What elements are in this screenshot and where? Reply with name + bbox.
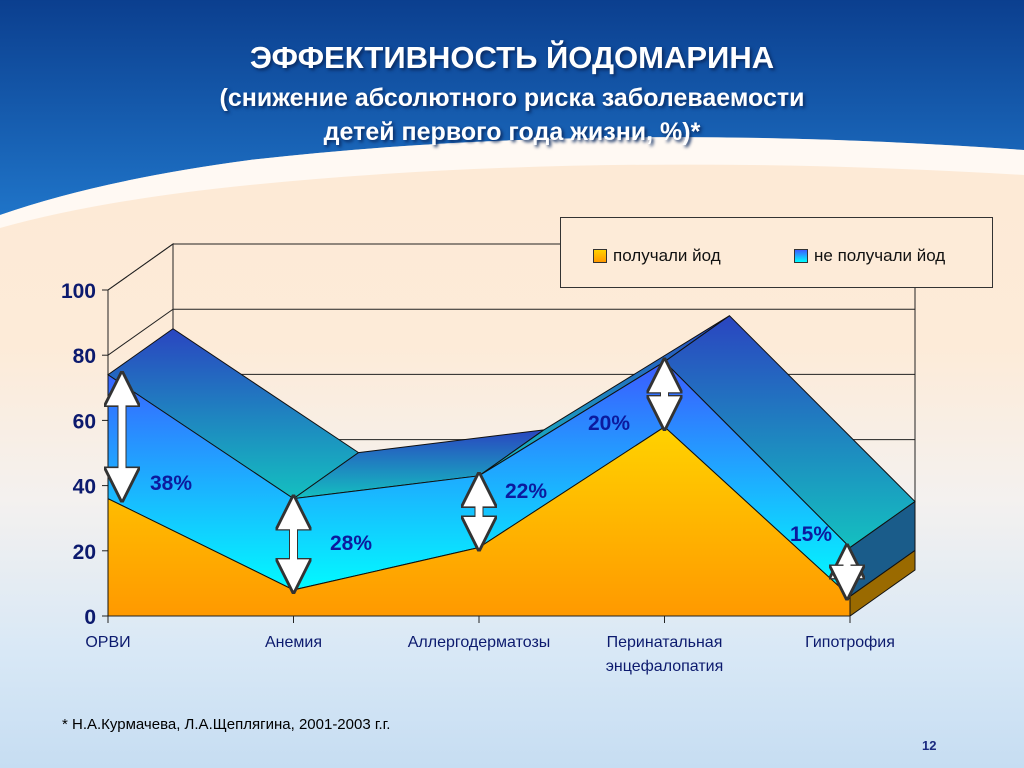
legend-label: не получали йод xyxy=(814,246,946,265)
legend-item-no-iodine: не получали йод xyxy=(794,246,945,266)
footnote: * Н.А.Курмачева, Л.А.Щеплягина, 2001-200… xyxy=(62,716,391,733)
x-tick-label: Перинатальная xyxy=(607,634,723,651)
slide-title: ЭФФЕКТИВНОСТЬ ЙОДОМАРИНА xyxy=(249,40,775,75)
y-tick-label: 40 xyxy=(73,476,96,499)
legend: получали йод не получали йод xyxy=(560,217,993,288)
series-iodine-side xyxy=(849,549,916,617)
data-label: 22% xyxy=(505,480,547,503)
slide-subtitle-1: (снижение абсолютного риска заболеваемос… xyxy=(219,84,805,112)
y-tick-label: 0 xyxy=(84,606,96,629)
legend-item-iodine: получали йод xyxy=(593,246,721,266)
data-label: 15% xyxy=(790,523,832,546)
slide-subtitle-2: детей первого года жизни, %)* xyxy=(323,118,701,146)
y-tick-label: 60 xyxy=(73,410,96,433)
x-tick-label: ОРВИ xyxy=(85,634,130,651)
y-tick-label: 100 xyxy=(61,280,96,303)
x-tick-label: Гипотрофия xyxy=(805,634,895,651)
legend-label: получали йод xyxy=(613,246,721,265)
gridline xyxy=(107,308,915,356)
header-background xyxy=(0,0,1024,228)
data-label: 38% xyxy=(150,472,192,495)
y-tick-label: 80 xyxy=(73,345,96,368)
legend-swatch xyxy=(593,249,607,263)
data-label: 28% xyxy=(330,532,372,555)
data-label: 20% xyxy=(588,412,630,435)
legend-swatch xyxy=(794,249,808,263)
x-tick-label: энцефалопатия xyxy=(606,658,724,675)
x-tick-label: Анемия xyxy=(265,634,322,651)
y-tick-label: 20 xyxy=(73,541,96,564)
page-number: 12 xyxy=(922,738,937,753)
x-tick-label: Аллергодерматозы xyxy=(408,634,551,651)
